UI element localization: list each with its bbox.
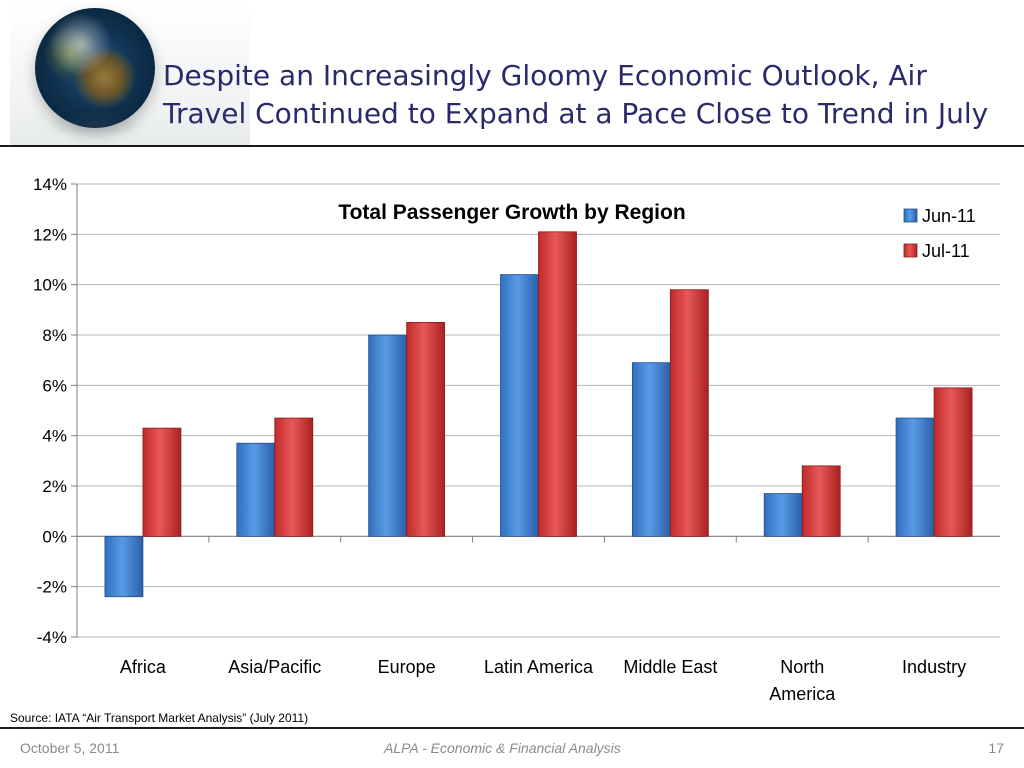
footer-date: October 5, 2011 — [20, 740, 120, 756]
globe-icon — [35, 8, 155, 128]
bar-jun-11 — [104, 535, 144, 598]
y-tick-label: -4% — [37, 628, 67, 647]
y-tick-label: 12% — [33, 225, 67, 244]
bars — [104, 231, 973, 598]
x-category-label: America — [769, 684, 836, 704]
bar-jul-11 — [933, 387, 973, 537]
y-tick-label: 8% — [42, 326, 67, 345]
y-tick-label: 2% — [42, 477, 67, 496]
globe-logo-area — [10, 0, 250, 145]
y-tick-label: 4% — [42, 427, 67, 446]
y-tick-label: 6% — [42, 376, 67, 395]
bar-jul-11 — [142, 427, 182, 537]
page-number: 17 — [988, 740, 1004, 756]
x-category-label: Middle East — [623, 657, 717, 677]
bar-jun-11 — [895, 417, 935, 537]
globe-reflection — [45, 112, 145, 138]
y-tick-label: -2% — [37, 578, 67, 597]
legend: Jun-11 Jul-11 — [903, 206, 976, 261]
source-note: Source: IATA “Air Transport Market Analy… — [10, 711, 309, 725]
bar-jun-11 — [631, 362, 671, 537]
legend-swatch-jul-11 — [903, 243, 918, 258]
chart-title: Total Passenger Growth by Region — [338, 201, 685, 224]
x-category-label: Asia/Pacific — [228, 657, 321, 677]
y-tick-label: 0% — [42, 527, 67, 546]
legend-label-jun-11: Jun-11 — [922, 206, 976, 226]
bar-jun-11 — [500, 274, 539, 537]
x-category-label: Industry — [902, 657, 966, 677]
y-tick-label: 10% — [33, 276, 67, 295]
bar-jul-11 — [406, 322, 446, 537]
axis-labels: -4% -2% 0% 2% 4% 6% 8% 10% 12% 14% Africa Asia/Paci… — [33, 175, 966, 704]
bar-jul-11 — [274, 417, 314, 537]
x-category-label: Latin America — [484, 657, 594, 677]
bar-jun-11 — [763, 493, 803, 537]
slide-title: Despite an Increasingly Gloomy Economic … — [163, 59, 989, 130]
x-category-label: North — [780, 657, 824, 677]
legend-label-jul-11: Jul-11 — [922, 241, 970, 261]
bar-chart: -4% -2% 0% 2% 4% 6% 8% 10% 12% 14% Africa Asia/Paci… — [33, 175, 1000, 704]
title-divider — [0, 145, 1024, 147]
bar-jul-11 — [801, 465, 841, 537]
x-category-label: Africa — [120, 657, 167, 677]
footer-divider — [0, 727, 1024, 729]
bar-jun-11 — [368, 334, 408, 537]
y-tick-label: 14% — [33, 175, 67, 194]
footer-center-text: ALPA - Economic & Financial Analysis — [384, 740, 621, 756]
bar-jun-11 — [236, 442, 276, 537]
bar-jul-11 — [538, 231, 577, 537]
x-category-label: Europe — [378, 657, 436, 677]
legend-swatch-jun-11 — [903, 208, 918, 223]
bar-jul-11 — [669, 289, 709, 537]
